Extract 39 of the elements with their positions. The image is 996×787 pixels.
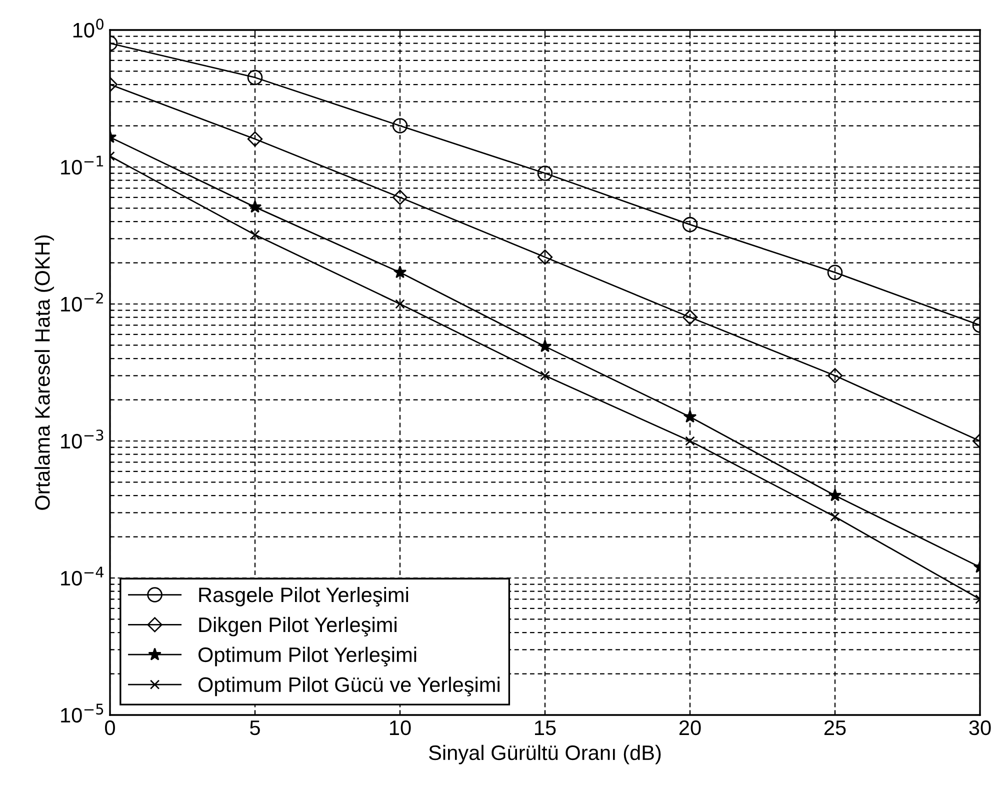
x-tick-label: 5 — [250, 720, 260, 736]
point — [392, 190, 408, 205]
legend-label: Optimum Pilot Gücü ve Yerleşimi — [198, 676, 500, 696]
legend-label: Rasgele Pilot Yerleşimi — [199, 586, 408, 606]
y-axis-title: Ortalama Karesel Hata (OKH) — [34, 235, 54, 510]
y-tick-label: 10$^{−5}$ — [61, 704, 104, 723]
point — [248, 200, 262, 213]
x-axis-title: Sinyal Gürültü Oranı (dB) — [429, 744, 661, 764]
point — [682, 216, 698, 232]
point — [827, 264, 843, 280]
x-tick-label: 0 — [105, 720, 115, 736]
y-tick-label: 10$^{0}$ — [73, 18, 104, 38]
point — [540, 370, 550, 380]
point — [828, 488, 842, 502]
y-tick-label: 10$^{−4}$ — [61, 566, 104, 586]
point — [392, 118, 408, 134]
y-tick-label: 10$^{−2}$ — [61, 292, 103, 312]
x-tick-label: 25 — [824, 720, 846, 736]
y-tick-label: 10$^{−1}$ — [61, 156, 104, 175]
x-tick-label: 15 — [535, 720, 556, 736]
x-tick-label: 20 — [679, 720, 701, 736]
x-tick-label: 10 — [390, 720, 411, 736]
y-tick-label: 10$^{−3}$ — [61, 430, 104, 449]
point — [247, 131, 263, 147]
legend-label: Dikgen Pilot Yerleşimi — [199, 616, 396, 636]
point — [683, 410, 697, 423]
point — [395, 299, 405, 309]
point — [685, 436, 695, 446]
point — [827, 368, 843, 384]
point — [537, 166, 553, 181]
point — [393, 265, 407, 278]
point — [538, 340, 552, 352]
point — [250, 230, 260, 240]
point — [247, 70, 263, 86]
point — [830, 512, 840, 522]
point — [537, 250, 553, 265]
x-tick-label: 30 — [969, 720, 991, 736]
legend-label: Optimum Pilot Yerleşimi — [198, 646, 416, 666]
point — [682, 310, 698, 325]
